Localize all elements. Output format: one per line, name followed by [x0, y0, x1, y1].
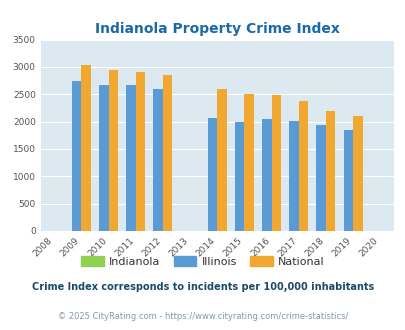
- Text: Crime Index corresponds to incidents per 100,000 inhabitants: Crime Index corresponds to incidents per…: [32, 282, 373, 292]
- Bar: [271, 95, 280, 231]
- Bar: [325, 111, 335, 231]
- Bar: [315, 125, 325, 231]
- Bar: [207, 118, 217, 231]
- Bar: [244, 94, 253, 231]
- Legend: Indianola, Illinois, National: Indianola, Illinois, National: [77, 251, 328, 271]
- Bar: [81, 65, 91, 231]
- Bar: [288, 121, 298, 231]
- Title: Indianola Property Crime Index: Indianola Property Crime Index: [94, 22, 339, 36]
- Bar: [234, 122, 244, 231]
- Bar: [72, 81, 81, 231]
- Bar: [153, 89, 162, 231]
- Bar: [261, 119, 271, 231]
- Bar: [99, 85, 108, 231]
- Bar: [126, 85, 135, 231]
- Bar: [217, 89, 226, 231]
- Bar: [135, 72, 145, 231]
- Bar: [162, 75, 172, 231]
- Text: © 2025 CityRating.com - https://www.cityrating.com/crime-statistics/: © 2025 CityRating.com - https://www.city…: [58, 312, 347, 321]
- Bar: [343, 130, 352, 231]
- Bar: [108, 70, 118, 231]
- Bar: [352, 115, 362, 231]
- Bar: [298, 101, 307, 231]
